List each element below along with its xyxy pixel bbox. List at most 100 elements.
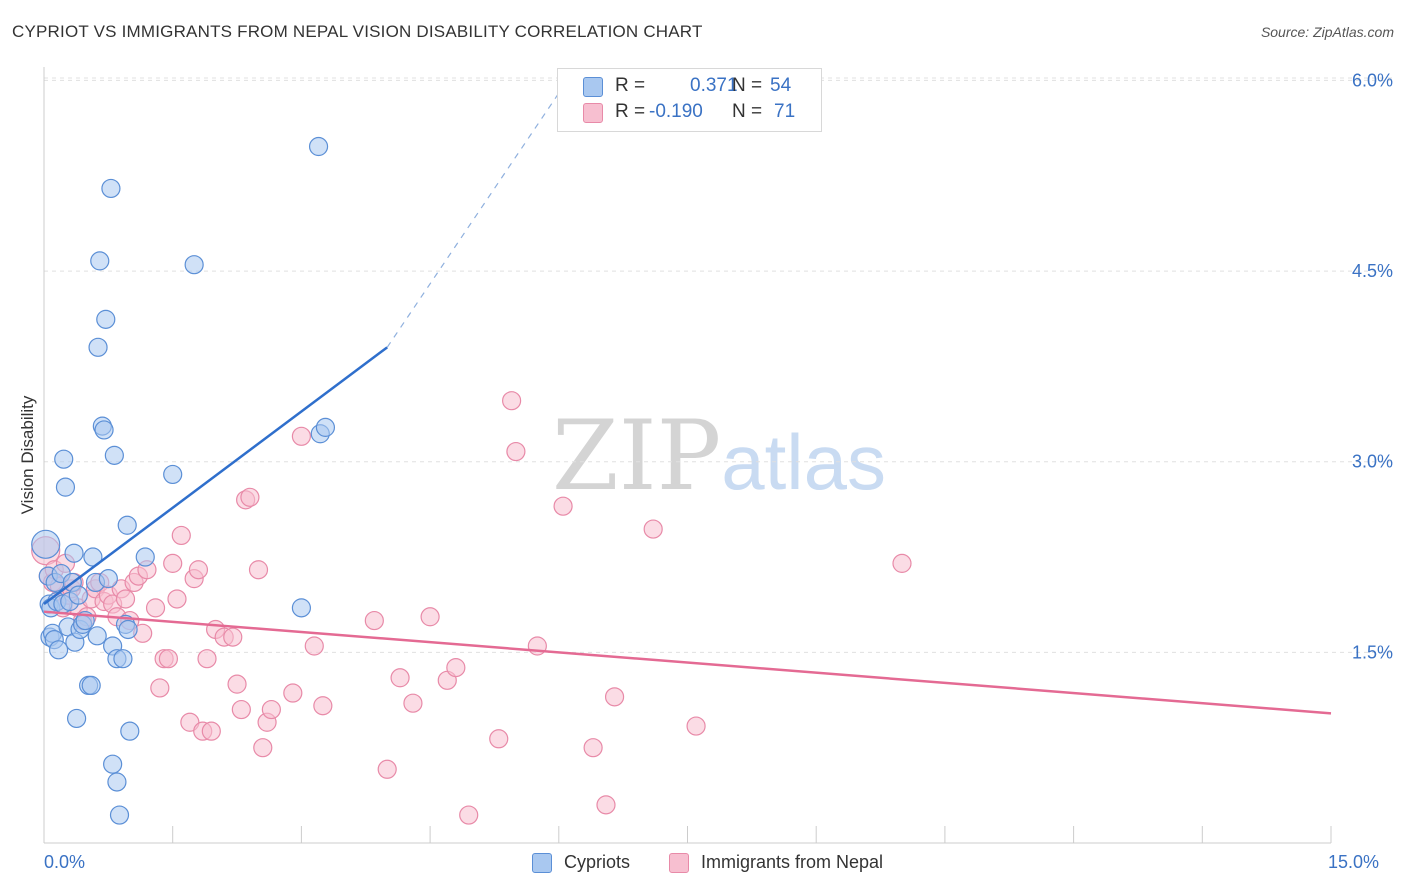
legend-n-value-2: 71 xyxy=(774,101,796,122)
nepal-point xyxy=(596,795,616,815)
cypriot-point xyxy=(103,754,123,774)
nepal-point xyxy=(390,668,410,688)
legend-swatch-nepal xyxy=(583,103,603,123)
nepal-point xyxy=(231,699,251,720)
legend-swatch-cypriots xyxy=(583,77,603,97)
nepal-point xyxy=(377,759,397,779)
legend-n-label-1: N = xyxy=(732,75,763,96)
cypriot-point xyxy=(68,585,88,605)
nepal-point xyxy=(604,687,625,707)
cypriot-point xyxy=(94,420,114,440)
nepal-point xyxy=(364,610,384,631)
cypriot-point xyxy=(109,805,130,825)
nepal-point xyxy=(583,738,603,758)
cypriot-point xyxy=(101,178,121,199)
y-tick-label: 6.0% xyxy=(1352,70,1393,90)
trend-lines xyxy=(43,92,1332,715)
nepal-point xyxy=(188,560,209,580)
nepal-point xyxy=(163,553,183,573)
nepal-point xyxy=(158,649,179,669)
nepal-point xyxy=(115,589,136,609)
legend-r-value-2: -0.190 xyxy=(649,101,703,122)
y-tick-label: 1.5% xyxy=(1352,642,1393,662)
nepal-point xyxy=(291,426,311,446)
cypriot-point xyxy=(117,515,137,535)
cypriot-point xyxy=(87,626,107,646)
watermark-zip: ZIP xyxy=(552,400,722,512)
legend-r-value-1: 0.371 xyxy=(690,75,738,96)
bottom-legend-cypriots: Cypriots xyxy=(564,852,631,872)
nepal-point xyxy=(446,658,466,678)
nepal-point xyxy=(502,391,522,411)
cypriot-point xyxy=(55,477,76,497)
nepal-point xyxy=(171,525,191,546)
nepal-point xyxy=(403,693,423,713)
cypriot-point xyxy=(184,255,204,275)
series-cypriots xyxy=(31,136,336,825)
nepal-point xyxy=(261,699,281,720)
bottom-legend-nepal: Immigrants from Nepal xyxy=(701,852,884,872)
nepal-point xyxy=(304,636,324,656)
legend: R = 0.371 N = 54 R = -0.190 N = 71 xyxy=(557,68,822,132)
cypriot-point xyxy=(96,309,116,329)
y-tick-label: 4.5% xyxy=(1352,261,1393,281)
nepal-point xyxy=(686,716,706,736)
nepal-point xyxy=(240,487,260,507)
cypriot-point xyxy=(118,619,138,640)
cypriot-point xyxy=(135,547,155,567)
cypriot-point xyxy=(81,675,101,696)
nepal-point xyxy=(167,589,187,609)
cypriot-point xyxy=(120,721,140,741)
legend-n-value-1: 54 xyxy=(770,75,792,96)
nepal-point xyxy=(506,441,526,462)
nepal-point xyxy=(283,683,303,703)
y-tick-label: 3.0% xyxy=(1352,452,1393,472)
bottom-legend-swatch-cypriots xyxy=(532,853,552,873)
cypriot-point xyxy=(67,708,87,729)
nepal-point xyxy=(248,560,269,580)
nepal-point xyxy=(197,649,217,669)
cypriots-trend-extension xyxy=(386,92,560,348)
nepal-point xyxy=(227,674,247,694)
cypriot-point xyxy=(88,337,108,357)
cypriot-point xyxy=(90,251,110,271)
cypriot-point xyxy=(107,772,127,792)
series-immigrants-from-nepal xyxy=(31,391,912,825)
nepal-point xyxy=(420,607,440,627)
nepal-point xyxy=(223,627,243,647)
nepal-point xyxy=(489,729,509,749)
cypriot-point xyxy=(64,543,84,563)
cypriot-point xyxy=(291,598,311,618)
legend-n-label-2: N = xyxy=(732,101,763,122)
watermark: ZIPatlas xyxy=(552,400,886,512)
cypriot-point xyxy=(113,649,133,669)
bottom-legend-swatch-nepal xyxy=(669,853,689,873)
legend-r-label-1: R = xyxy=(615,75,646,96)
nepal-trend-line xyxy=(43,610,1332,715)
cypriot-point xyxy=(48,640,69,660)
cypriots-trend-line xyxy=(43,346,388,606)
source-label: Source: ZipAtlas.com xyxy=(1260,24,1394,40)
y-tick-labels: 1.5% 3.0% 4.5% 6.0% xyxy=(1352,70,1393,662)
y-axis-label: Vision Disability xyxy=(18,395,37,515)
cypriot-point xyxy=(163,464,183,485)
cypriot-point xyxy=(98,569,118,589)
x-tick-label-min: 0.0% xyxy=(44,852,86,872)
nepal-point xyxy=(201,721,221,741)
grid-lines xyxy=(44,77,1392,653)
cypriot-point xyxy=(54,449,74,469)
nepal-point xyxy=(643,519,663,539)
axes xyxy=(43,67,1332,844)
nepal-point xyxy=(553,496,573,516)
x-tick-label-max: 15.0% xyxy=(1328,852,1380,872)
legend-r-label-2: R = xyxy=(615,101,646,122)
nepal-point xyxy=(892,553,912,573)
nepal-point xyxy=(253,738,273,758)
cypriot-point xyxy=(315,417,336,437)
nepal-point xyxy=(459,805,479,825)
nepal-point xyxy=(150,678,170,698)
chart-title: CYPRIOT VS IMMIGRANTS FROM NEPAL VISION … xyxy=(12,22,703,41)
nepal-point xyxy=(145,598,166,618)
cypriot-point xyxy=(308,136,329,157)
